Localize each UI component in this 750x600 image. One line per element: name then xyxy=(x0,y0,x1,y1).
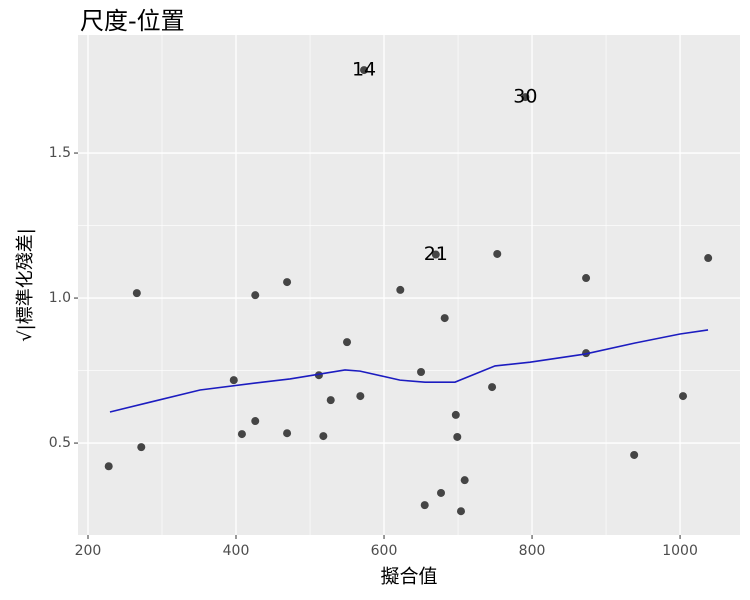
y-tick-label: 1.0 xyxy=(49,290,71,306)
point xyxy=(451,410,460,419)
point xyxy=(456,507,465,516)
point-label: 30 xyxy=(513,86,537,108)
x-tick-label: 800 xyxy=(519,543,546,559)
point-label: 21 xyxy=(424,243,448,265)
point xyxy=(431,250,440,259)
point xyxy=(251,291,260,300)
point xyxy=(356,392,365,401)
point xyxy=(488,383,497,392)
point xyxy=(396,285,405,294)
point xyxy=(326,396,335,405)
chart-title: 尺度-位置 xyxy=(80,7,185,35)
point xyxy=(104,462,113,471)
point xyxy=(319,432,328,441)
point xyxy=(137,443,146,452)
point xyxy=(460,476,469,485)
x-tick-label: 1000 xyxy=(662,543,698,559)
y-axis-label: √|標準化殘差| xyxy=(15,228,36,342)
point xyxy=(283,429,292,438)
point xyxy=(679,392,688,401)
point xyxy=(437,488,446,497)
point-label: 14 xyxy=(352,59,376,81)
point xyxy=(343,338,352,347)
x-tick-label: 200 xyxy=(75,543,102,559)
point xyxy=(417,368,426,377)
x-tick-label: 400 xyxy=(223,543,250,559)
point xyxy=(630,450,639,459)
point xyxy=(521,93,530,102)
y-tick-label: 1.5 xyxy=(49,145,71,161)
point xyxy=(132,289,141,298)
point xyxy=(251,417,260,426)
point xyxy=(453,432,462,441)
x-tick-label: 600 xyxy=(371,543,398,559)
point xyxy=(493,249,502,258)
point xyxy=(229,376,238,385)
point xyxy=(582,274,591,283)
point xyxy=(283,278,292,287)
y-tick-label: 0.5 xyxy=(49,435,71,451)
point xyxy=(420,501,429,510)
plot-background xyxy=(78,35,740,535)
point xyxy=(704,254,713,263)
smooth-line xyxy=(109,329,709,413)
point xyxy=(237,430,246,439)
x-axis-label: 擬合值 xyxy=(380,566,437,588)
point xyxy=(360,66,369,75)
point xyxy=(440,314,449,323)
